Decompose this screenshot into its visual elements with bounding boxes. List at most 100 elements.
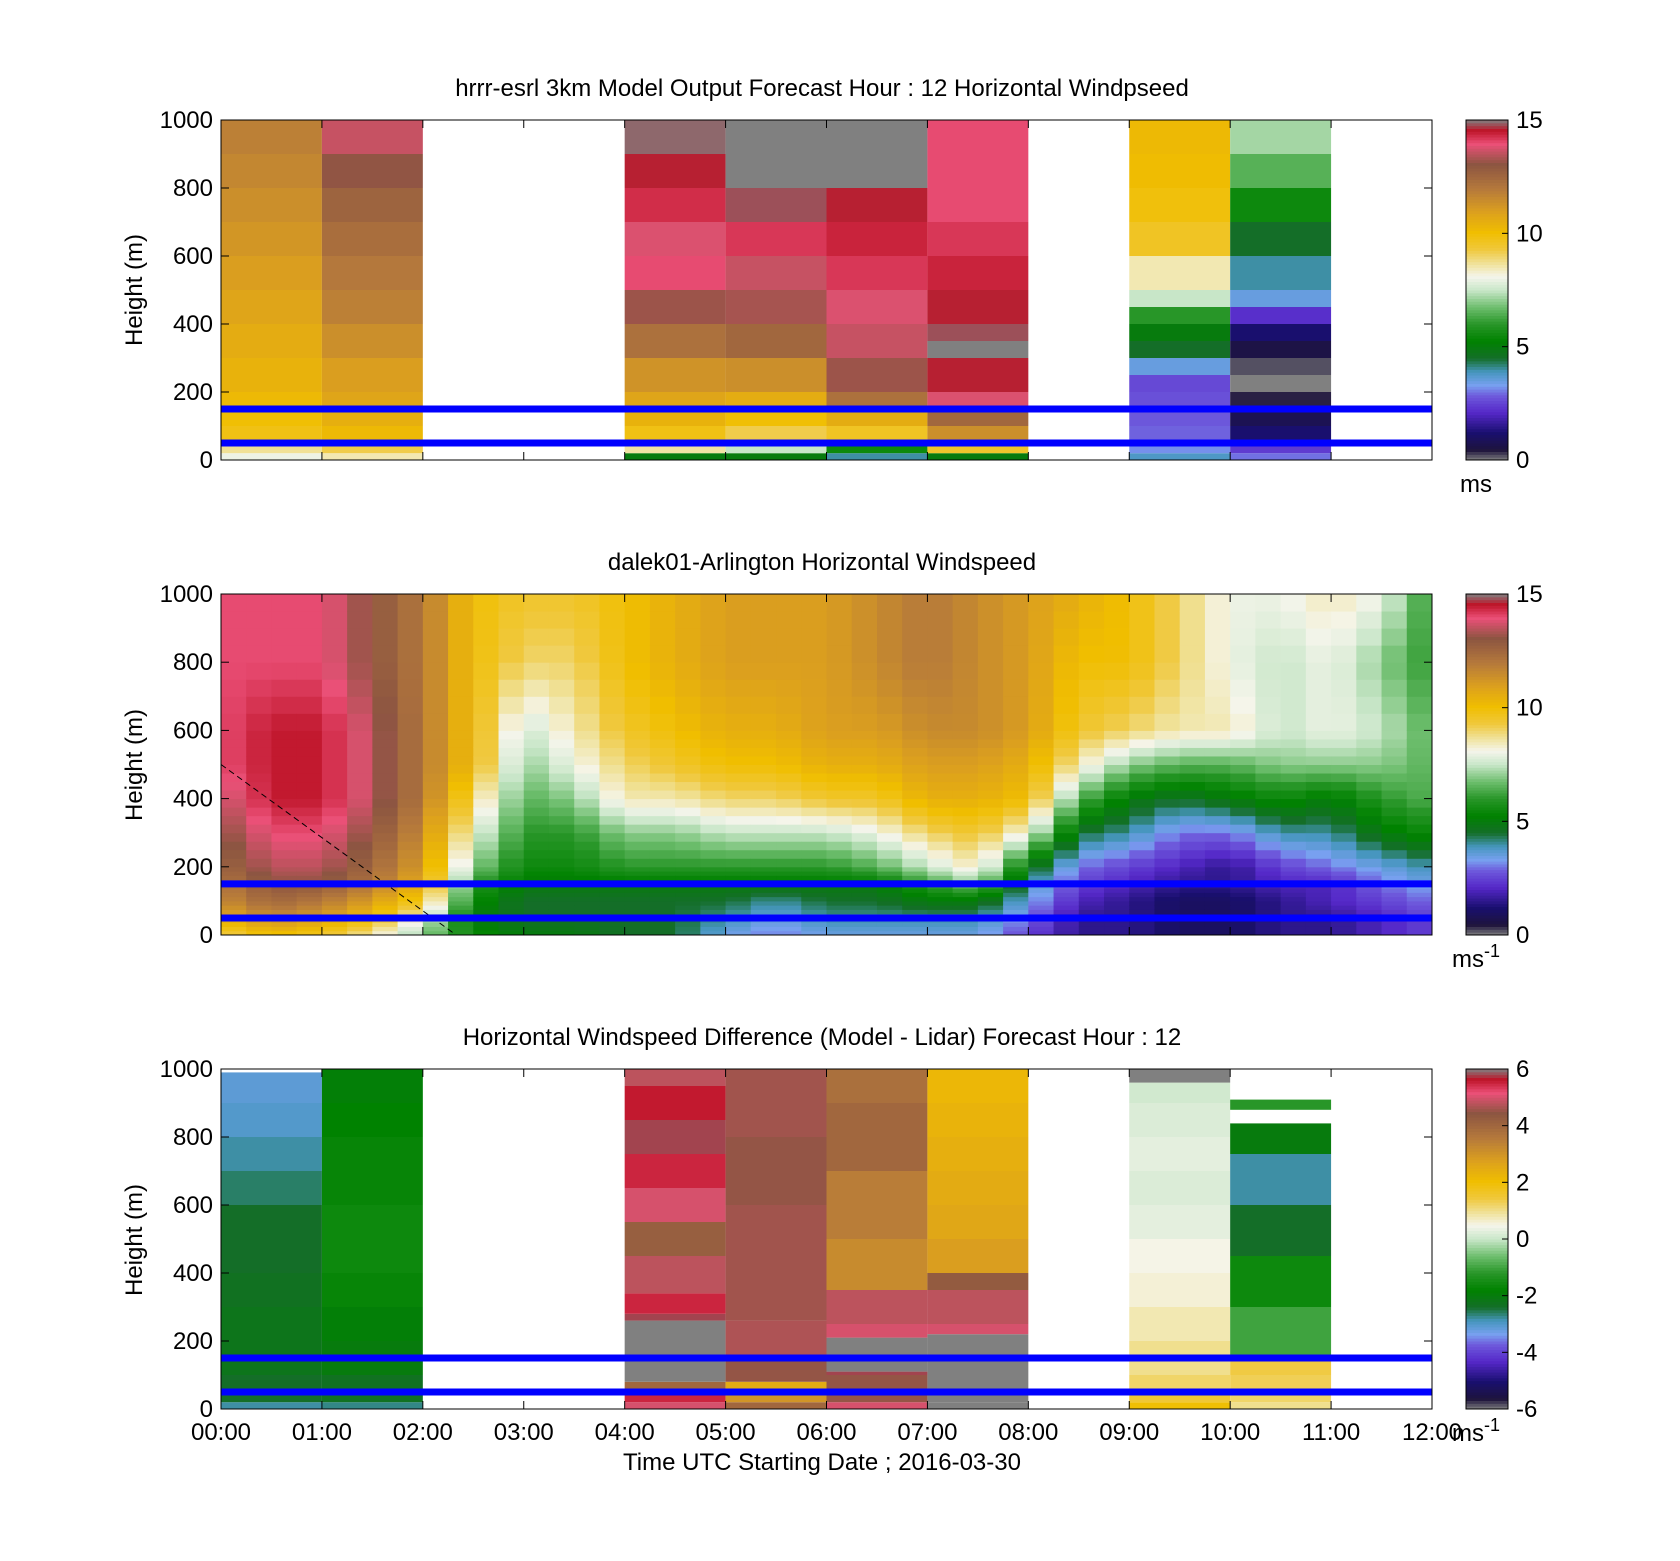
heatmap-cell	[927, 1069, 1029, 1103]
heatmap-cell	[1053, 858, 1080, 868]
heatmap-cell	[1305, 738, 1332, 748]
heatmap-cell	[1104, 900, 1130, 906]
heatmap-cell	[1053, 866, 1080, 872]
y-tick-label: 800	[173, 649, 213, 676]
colorbar-segment	[1466, 869, 1508, 873]
heatmap-cell	[1028, 696, 1055, 714]
heatmap-cell	[826, 832, 853, 842]
heatmap-cell	[599, 662, 626, 680]
heatmap-cell	[876, 871, 903, 876]
heatmap-cell	[826, 905, 853, 910]
heatmap-cell	[599, 781, 626, 791]
heatmap-cell	[1331, 832, 1357, 842]
heatmap-cell	[1028, 866, 1055, 872]
heatmap-cell	[826, 866, 853, 872]
heatmap-cell	[1028, 875, 1055, 881]
heatmap-cell	[448, 900, 474, 906]
colorbar-segment	[1466, 1176, 1508, 1180]
heatmap-cell	[1154, 611, 1181, 629]
heatmap-cell	[1230, 222, 1332, 256]
heatmap-cell	[1104, 645, 1130, 663]
heatmap-cell	[1053, 841, 1080, 851]
heatmap-cell	[397, 896, 424, 902]
heatmap-cell	[271, 662, 298, 680]
heatmap-cell	[321, 738, 348, 748]
heatmap-cell	[1356, 909, 1383, 915]
heatmap-cell	[624, 154, 726, 188]
heatmap-cell	[876, 679, 903, 697]
heatmap-cell	[321, 858, 348, 868]
heatmap-cell	[1179, 764, 1206, 774]
heatmap-cell	[473, 798, 500, 808]
heatmap-cell	[801, 875, 827, 881]
heatmap-cell	[246, 896, 272, 902]
heatmap-cell	[448, 930, 474, 936]
heatmap-cell	[826, 755, 853, 765]
heatmap-cell	[1356, 815, 1383, 825]
heatmap-cell	[1406, 594, 1433, 612]
heatmap-cell	[1053, 871, 1080, 876]
colorbar-segment	[1466, 1338, 1508, 1342]
heatmap-cell	[1154, 679, 1181, 697]
heatmap-cell	[1230, 905, 1256, 910]
heatmap-cell	[1204, 747, 1231, 757]
heatmap-cell	[851, 832, 878, 842]
colorbar-segment	[1466, 1171, 1508, 1175]
heatmap-cell	[700, 738, 727, 748]
heatmap-cell	[801, 798, 827, 808]
heatmap-cell	[675, 679, 701, 697]
heatmap-cell	[1305, 713, 1332, 731]
colorbar-segment	[1466, 659, 1508, 663]
heatmap-cell	[902, 866, 928, 872]
x-tick-label: 08:00	[998, 1419, 1058, 1446]
heatmap-cell	[624, 188, 726, 222]
heatmap-cell	[1104, 892, 1130, 898]
heatmap-cell	[750, 764, 777, 774]
heatmap-cell	[801, 594, 827, 612]
heatmap-cell	[1204, 896, 1231, 902]
x-axis-label: Time UTC Starting Date ; 2016-03-30	[623, 1449, 1021, 1476]
heatmap-cell	[1255, 905, 1282, 910]
heatmap-cell	[221, 849, 247, 859]
heatmap-cell	[1104, 696, 1130, 714]
heatmap-cell	[1154, 849, 1181, 859]
colorbar-segment	[1466, 1386, 1508, 1390]
heatmap-cell	[1255, 730, 1282, 740]
heatmap-cell	[977, 858, 1004, 868]
heatmap-cell	[574, 755, 600, 765]
colorbar-segment	[1466, 1301, 1508, 1305]
heatmap-cell	[1331, 594, 1357, 612]
heatmap-cell	[1104, 866, 1130, 872]
heatmap-cell	[927, 807, 954, 817]
heatmap-cell	[448, 849, 474, 859]
heatmap-cell	[927, 747, 954, 757]
colorbar-segment	[1466, 1355, 1508, 1359]
heatmap-cell	[498, 611, 525, 629]
heatmap-cell	[876, 858, 903, 868]
heatmap-cell	[1179, 738, 1206, 748]
heatmap-cell	[927, 696, 954, 714]
colorbar-segment	[1466, 716, 1508, 720]
heatmap-cell	[1381, 922, 1408, 927]
heatmap-cell	[321, 773, 348, 783]
heatmap-cell	[422, 815, 449, 825]
heatmap-cell	[574, 738, 600, 748]
heatmap-cell	[649, 858, 676, 868]
heatmap-cell	[473, 871, 500, 876]
heatmap-cell	[826, 1239, 928, 1290]
heatmap-cell	[523, 900, 550, 906]
heatmap-cell	[675, 662, 701, 680]
heatmap-cell	[952, 781, 979, 791]
heatmap-cell	[422, 849, 449, 859]
heatmap-cell	[599, 713, 626, 731]
heatmap-cell	[548, 892, 575, 898]
heatmap-cell	[826, 824, 853, 834]
heatmap-cell	[221, 662, 247, 680]
heatmap-cell	[321, 824, 348, 834]
heatmap-cell	[1255, 645, 1282, 663]
heatmap-cell	[321, 849, 348, 859]
heatmap-cell	[624, 781, 651, 791]
heatmap-cell	[599, 755, 626, 765]
heatmap-cell	[221, 222, 322, 256]
colorbar-segment	[1466, 1100, 1508, 1104]
